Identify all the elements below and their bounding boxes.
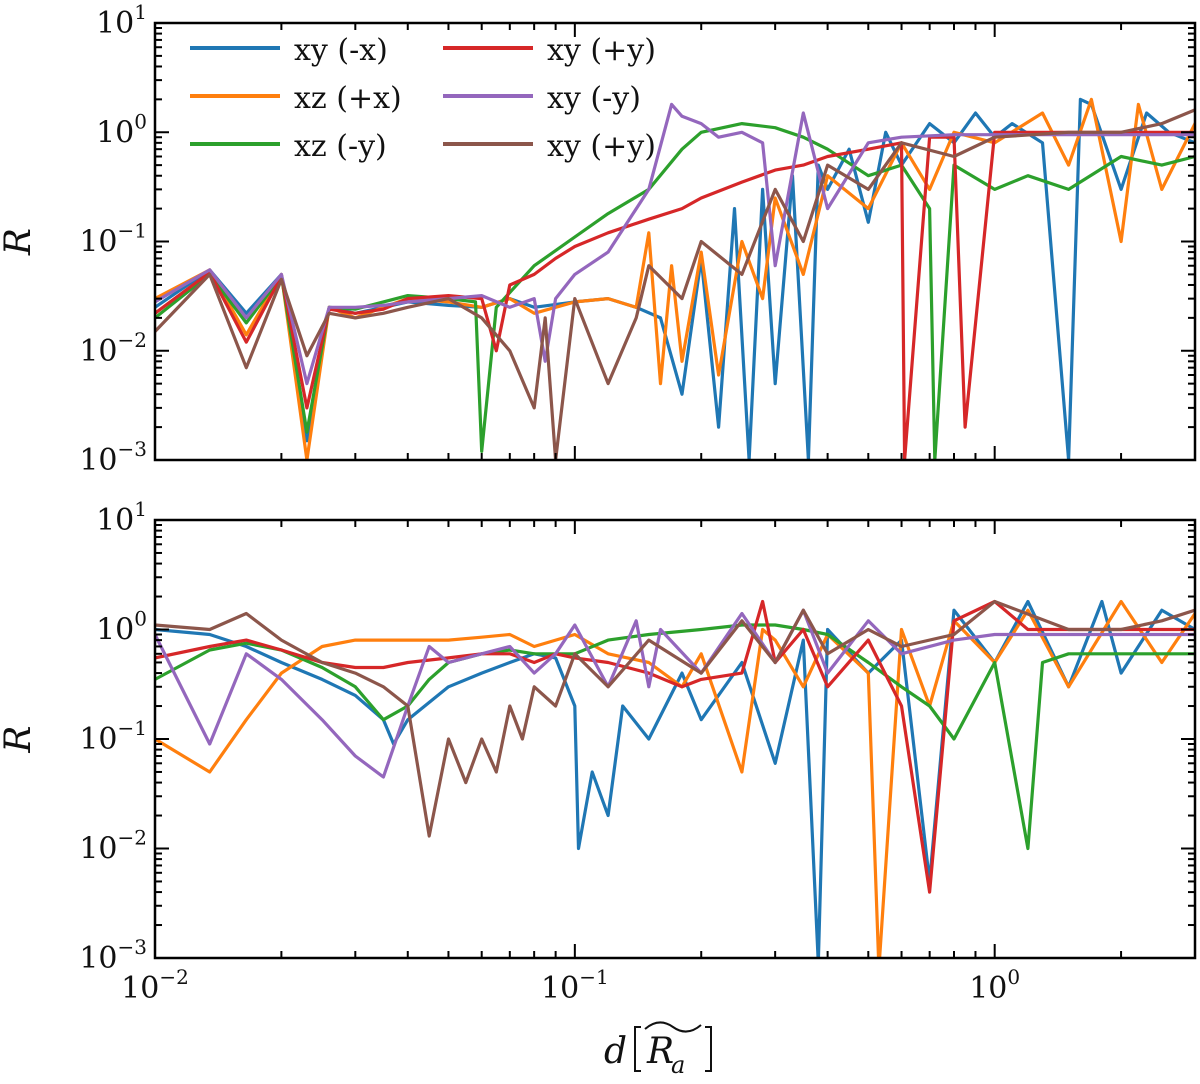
y-tick-label-base: 10 [96, 6, 134, 41]
x-tick-label: 100 [969, 965, 1020, 1006]
series-line-3 [155, 623, 1195, 851]
x-axis-label-symbol: d [604, 1031, 627, 1072]
legend-item: xz (-y) [190, 129, 387, 164]
y-tick-label-exp: 0 [134, 607, 147, 631]
y-tick-label: 10−2 [79, 826, 147, 867]
y-tick-label: 10−2 [79, 328, 147, 369]
y-tick-label-base: 10 [79, 722, 117, 757]
x-tick-label-exp: 0 [1007, 965, 1020, 989]
legend-item: xy (+y) [443, 129, 656, 164]
y-tick-label: 100 [96, 607, 147, 648]
x-tick-label: 10−1 [541, 965, 609, 1006]
legend-label: xz (+x) [294, 81, 402, 116]
legend-label: xz (-y) [294, 129, 387, 164]
y-tick-label-base: 10 [79, 443, 117, 478]
legend-item: xy (+y) [443, 33, 656, 68]
x-tick-label: 10−2 [121, 965, 189, 1006]
y-tick-label: 101 [96, 0, 147, 41]
x-axis-label-unit: R [646, 1031, 674, 1072]
y-tick-label-base: 10 [79, 941, 117, 976]
series-line-4 [155, 599, 1195, 894]
x-tick-label-base: 10 [121, 971, 159, 1006]
y-tick-label-exp: −3 [118, 935, 147, 959]
y-tick-label-base: 10 [79, 334, 117, 369]
x-tick-label-base: 10 [969, 971, 1007, 1006]
y-tick-label: 100 [96, 109, 147, 150]
y-tick-label-exp: 1 [134, 0, 147, 24]
y-tick-label-exp: −1 [118, 716, 147, 740]
x-axis-label: d Ra [604, 1021, 712, 1079]
y-axis-label: R [0, 725, 39, 753]
legend-item: xy (-y) [443, 81, 641, 116]
y-tick-label-base: 10 [96, 503, 134, 538]
y-tick-label-exp: 0 [134, 109, 147, 133]
ticks [154, 519, 1196, 959]
series-line-6 [155, 108, 1195, 460]
y-tick-label-exp: −3 [118, 437, 147, 461]
y-tick-label-base: 10 [96, 613, 134, 648]
y-axis-label: R [0, 228, 39, 256]
y-tick-label: 101 [96, 497, 147, 538]
legend-label: xy (-x) [294, 33, 388, 68]
series-line-2 [155, 599, 1195, 958]
series-group [155, 599, 1195, 958]
y-tick-label-base: 10 [79, 225, 117, 260]
tilde-accent-icon [644, 1021, 702, 1033]
y-tick-label-base: 10 [79, 832, 117, 867]
series-group [155, 97, 1195, 460]
plot-frame [153, 518, 1197, 960]
legend: xy (-x) xz (+x) xz (-y) xy (+y) xy (-y) xy (+… [190, 33, 656, 164]
y-tick-label-exp: −2 [118, 826, 147, 850]
y-tick-label: 10−1 [79, 219, 147, 260]
x-tick-label-exp: −2 [159, 965, 188, 989]
series-line-6 [155, 599, 1195, 838]
legend-item: xz (+x) [190, 81, 402, 116]
y-tick-label: 10−3 [79, 935, 147, 976]
y-tick-label-exp: −2 [118, 328, 147, 352]
legend-item: xy (-x) [190, 33, 388, 68]
series-line-4 [155, 130, 1195, 460]
x-tick-label-base: 10 [541, 971, 579, 1006]
y-tick-label-exp: 1 [134, 497, 147, 521]
legend-label: xy (-y) [547, 81, 641, 116]
series-line-2 [155, 97, 1195, 460]
left-bracket-icon [634, 1026, 641, 1072]
ticks [154, 22, 1196, 461]
legend-label: xy (+y) [547, 129, 656, 164]
y-tick-label: 10−3 [79, 437, 147, 478]
series-line-5 [155, 102, 1195, 386]
y-tick-label-base: 10 [96, 115, 134, 150]
x-tick-label-exp: −1 [579, 965, 608, 989]
y-tick-label: 10−1 [79, 716, 147, 757]
x-axis-label-unit-sub: a [671, 1051, 685, 1079]
y-tick-label-exp: −1 [118, 219, 147, 243]
right-bracket-icon [705, 1026, 712, 1072]
legend-label: xy (+y) [547, 33, 656, 68]
